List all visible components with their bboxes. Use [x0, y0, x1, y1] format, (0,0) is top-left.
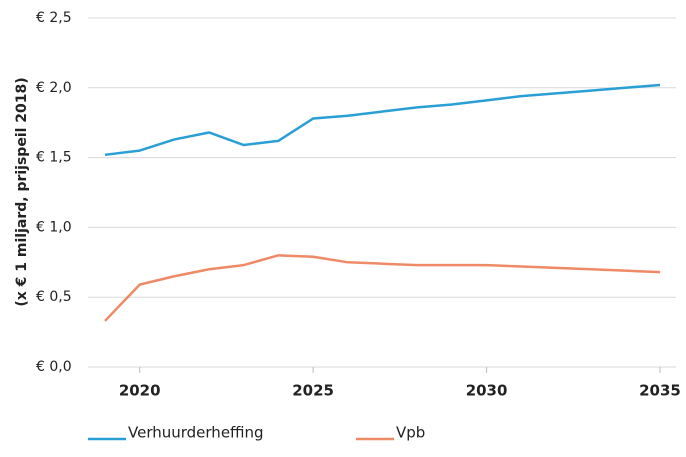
y-tick-label: € 1,0	[36, 219, 72, 235]
y-tick-label: € 1,5	[36, 150, 72, 166]
y-tick-label: € 0,5	[36, 289, 72, 305]
x-tick-label: 2025	[292, 382, 334, 400]
y-tick-label: € 2,5	[36, 10, 72, 26]
line-series	[104, 254, 661, 322]
y-tick-label: € 0,0	[36, 359, 72, 375]
x-tick-label: 2020	[119, 382, 161, 400]
line-series	[104, 83, 661, 157]
y-tick-label: € 2,0	[36, 80, 72, 96]
legend-label: Vpb	[396, 424, 425, 442]
x-tick-label: 2030	[466, 382, 508, 400]
y-axis-label: (x € 1 miljard, prijspeil 2018)	[14, 77, 30, 306]
legend-label: Verhuurderheffing	[128, 424, 264, 442]
x-tick-label: 2035	[639, 382, 681, 400]
